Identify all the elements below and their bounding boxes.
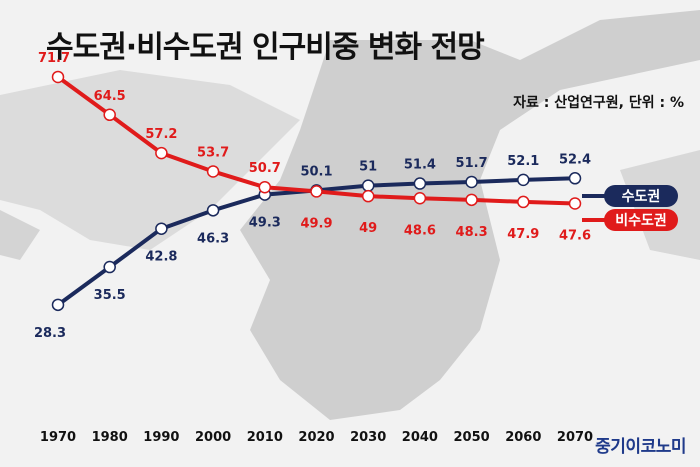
value-label-capital: 50.1 (300, 164, 332, 179)
value-label-capital: 52.1 (507, 154, 539, 169)
value-label-non-capital: 49 (359, 221, 377, 236)
value-label-capital: 51 (359, 160, 377, 175)
x-tick-label: 1980 (92, 430, 128, 445)
x-tick-label: 2010 (247, 430, 283, 445)
value-label-non-capital: 49.9 (300, 216, 332, 231)
value-label-non-capital: 71.7 (38, 51, 70, 66)
data-point-non-capital (155, 146, 168, 160)
value-label-capital: 52.4 (559, 152, 591, 167)
data-point-non-capital (361, 189, 375, 203)
legend-pill-non-capital (604, 209, 678, 231)
value-label-capital: 28.3 (34, 326, 66, 341)
data-point-capital (51, 298, 65, 312)
data-point-capital (361, 179, 375, 192)
x-tick-label: 2070 (557, 430, 593, 445)
data-point-non-capital (258, 180, 272, 194)
value-label-capital: 51.7 (456, 156, 488, 171)
value-label-capital: 51.4 (404, 158, 436, 173)
x-tick-label: 2060 (505, 430, 541, 445)
x-tick-label: 1990 (143, 430, 179, 445)
value-label-non-capital: 57.2 (145, 127, 177, 142)
data-point-capital (517, 173, 530, 187)
data-point-capital (103, 260, 116, 274)
value-label-non-capital: 48.3 (456, 225, 488, 240)
data-point-non-capital (310, 185, 323, 198)
value-label-non-capital: 53.7 (197, 145, 229, 160)
data-point-non-capital (51, 70, 65, 84)
data-point-capital (413, 177, 427, 190)
x-tick-label: 2040 (402, 430, 438, 445)
source-note: 자료 : 산업연구원, 단위 : % (513, 95, 684, 111)
value-label-non-capital: 50.7 (249, 161, 281, 176)
brand-logo: 중기이코노미 (595, 437, 686, 457)
data-point-capital (155, 222, 168, 235)
data-point-non-capital (568, 197, 582, 210)
x-tick-label: 2050 (454, 430, 490, 445)
value-label-capital: 49.3 (249, 216, 281, 231)
value-label-non-capital: 48.6 (404, 223, 436, 238)
value-label-non-capital: 47.9 (507, 227, 539, 242)
data-point-non-capital (465, 193, 478, 207)
data-point-capital (206, 204, 220, 217)
x-tick-label: 2020 (298, 430, 334, 445)
value-label-capital: 42.8 (145, 250, 177, 265)
data-point-capital (465, 175, 478, 189)
data-point-non-capital (103, 108, 116, 122)
data-point-non-capital (413, 192, 427, 205)
value-label-non-capital: 47.6 (559, 229, 591, 244)
x-tick-label: 2000 (195, 430, 231, 445)
value-label-non-capital: 64.5 (94, 89, 126, 104)
data-point-non-capital (206, 165, 220, 178)
value-label-capital: 46.3 (197, 231, 229, 246)
legend-label-capital: 수도권 (622, 189, 661, 205)
legend-pill-capital (604, 185, 678, 207)
value-label-capital: 35.5 (94, 288, 126, 303)
legend-label-non-capital: 비수도권 (615, 213, 667, 229)
x-tick-label: 2030 (350, 430, 386, 445)
chart-title: 수도권·비수도권 인구비중 변화 전망 (46, 30, 485, 65)
x-tick-label: 1970 (40, 430, 76, 445)
data-point-capital (568, 172, 582, 185)
data-point-non-capital (517, 195, 530, 209)
